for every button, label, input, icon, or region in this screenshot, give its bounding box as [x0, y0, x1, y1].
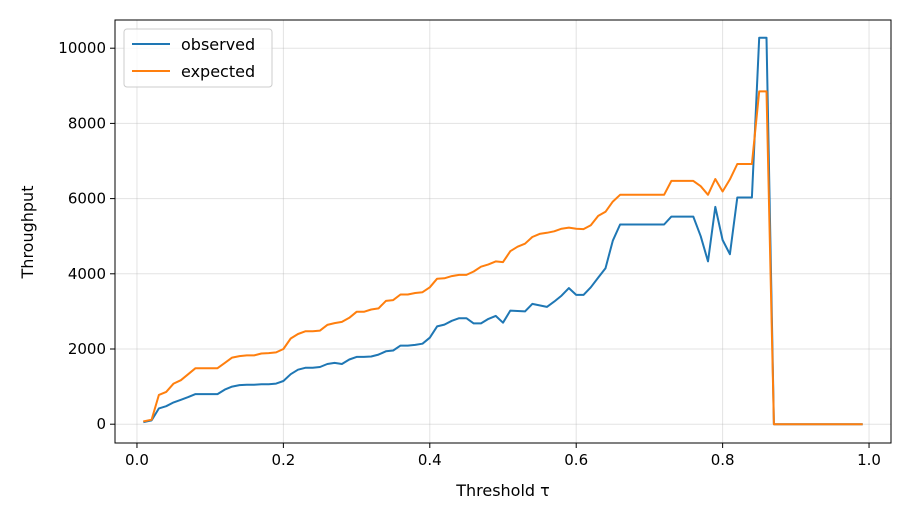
y-tick-label: 2000: [68, 340, 106, 358]
legend-label-observed: observed: [181, 35, 255, 54]
grid: [115, 20, 891, 443]
y-tick-label: 0: [96, 415, 106, 433]
y-tick-label: 4000: [68, 265, 106, 283]
x-tick-label: 0.0: [125, 451, 149, 469]
y-tick-label: 8000: [68, 114, 106, 132]
x-tick-label: 0.4: [418, 451, 442, 469]
x-tick-label: 0.6: [564, 451, 588, 469]
y-tick-label: 6000: [68, 190, 106, 208]
series-lines: [143, 36, 863, 426]
legend: observed expected: [123, 28, 273, 88]
x-tick-label: 0.8: [711, 451, 735, 469]
legend-label-expected: expected: [181, 62, 255, 81]
x-axis-label: Threshold τ: [455, 481, 550, 500]
x-tick-label: 0.2: [271, 451, 295, 469]
y-axis: 0 2000 4000 6000 8000 10000: [58, 39, 115, 433]
series-line-observed: [143, 36, 863, 426]
x-tick-label: 1.0: [857, 451, 881, 469]
y-tick-label: 10000: [58, 39, 106, 57]
y-axis-label: Throughput: [18, 186, 37, 280]
plot-frame: [114, 19, 892, 444]
series-line-expected: [143, 90, 863, 426]
x-axis: 0.0 0.2 0.4 0.6 0.8 1.0: [125, 443, 881, 469]
